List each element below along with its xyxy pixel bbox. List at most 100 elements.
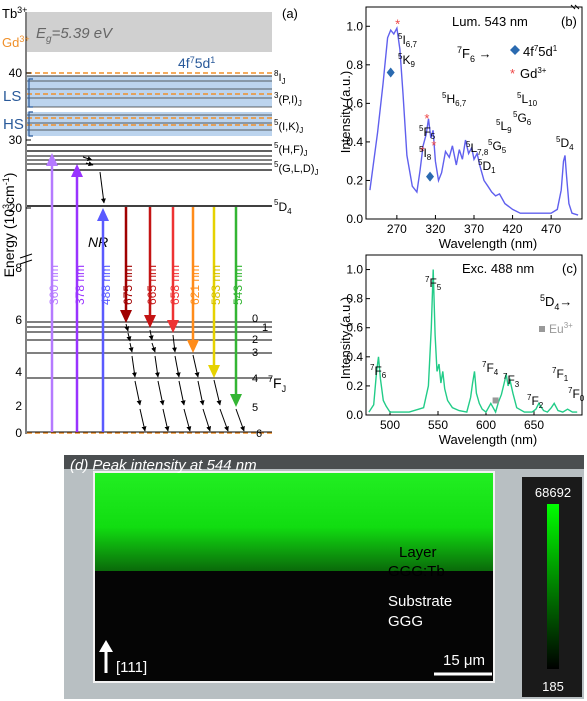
excitation-label-378: 378 nm (73, 265, 87, 305)
peak-label: 5H6,7 (442, 91, 467, 108)
peak-label: 5F5 (419, 124, 436, 141)
ytick-label: 0.4 (346, 135, 363, 149)
peak-label: 7F1 (552, 366, 569, 383)
level-label-5HFJ: 5(H,F)J (274, 141, 308, 158)
panel-a: Eg=5.39 eV Tb3+ Gd3+ (a) 4f75d1 LS HS 40… (1, 5, 319, 440)
peak-label: 5K9 (398, 52, 415, 69)
axis-break-mark (19, 253, 33, 259)
peak-label: 7F6 (370, 363, 387, 380)
panel-b-title: Lum. 543 nm (452, 14, 528, 29)
xtick-label: 600 (476, 418, 496, 432)
excitation-label-488: 488 nm (99, 265, 113, 305)
fj-level-4: 4 (252, 373, 258, 385)
ls-label: LS (3, 88, 21, 105)
level-label-8IJ: 8IJ (274, 69, 286, 86)
colorbar (547, 504, 559, 669)
xtick-label: 550 (428, 418, 448, 432)
fj-level-6: 6 (256, 428, 262, 440)
hs-label: HS (3, 116, 24, 133)
nr-label: NR (88, 234, 108, 250)
peak-label: 5L9 (496, 118, 512, 135)
star-marker: * (420, 144, 425, 159)
emission-label-665: 665 nm (145, 265, 159, 305)
peak-label: 7F4 (482, 360, 499, 377)
panel-b-spectrum-line (369, 25, 579, 216)
peak-label: 7F0 (568, 386, 585, 403)
peak-label: 5I6,7 (398, 32, 417, 49)
legend-star-label: Gd3+ (520, 66, 547, 81)
panel-c-label: (c) (562, 261, 577, 276)
panel-b-peak-labels: 5I6,7 5K9 5H6,7 5F5 5I8 5L7,8 5D1 5L9 5G… (398, 32, 574, 175)
xtick-label: 470 (541, 222, 561, 236)
emission-label-621: 621 nm (188, 265, 202, 305)
panel-c-transition: 5D4→ (540, 293, 572, 312)
fj-level-5: 5 (252, 402, 258, 414)
xtick-label: 320 (425, 222, 445, 236)
colorbar-min: 185 (542, 679, 564, 694)
ion-tb-label: Tb3+ (2, 5, 27, 21)
emission-arrows: 675 nm 665 nm 658 nm 621 nm 583 nm 543 n… (120, 207, 245, 407)
ytick-40: 40 (9, 66, 23, 80)
ytick-label: 0.6 (346, 321, 363, 335)
hs-band (27, 112, 272, 136)
panel-c-title: Exc. 488 nm (462, 261, 534, 276)
panel-c-spectrum-line (368, 269, 578, 414)
emission-label-658: 658 nm (168, 265, 182, 305)
layer-label-1: Layer (399, 544, 437, 561)
substrate-label-2: GGG (388, 613, 423, 630)
xtick-label: 650 (524, 418, 544, 432)
legend-diamond-label: 4f75d1 (523, 44, 558, 59)
star-marker: * (395, 16, 400, 31)
band-4f5d-label: 4f75d1 (178, 55, 215, 71)
fj-manifold-label: 7FJ (268, 374, 286, 394)
ytick-6: 6 (15, 313, 22, 327)
ytick-30: 30 (9, 133, 23, 147)
panel-a-ylabel: Energy (103cm-1) (1, 173, 17, 278)
star-marker: * (431, 138, 436, 153)
square-marker (492, 397, 499, 404)
fj-level-labels: 0 1 2 3 4 5 6 (252, 313, 268, 440)
gap-label: Eg=5.39 eV (36, 25, 114, 45)
ytick-2: 2 (15, 399, 22, 413)
level-label-5D4: 5D4 (274, 198, 292, 216)
panel-b-transition-label: 7F6 → (457, 45, 492, 64)
legend-diamond-icon (510, 45, 520, 55)
diamond-marker (426, 171, 435, 182)
legend-star-icon: * (510, 66, 515, 81)
xtick-label: 420 (503, 222, 523, 236)
level-label-5GLDJ: 5(G,L,D)J (274, 160, 319, 177)
ytick-8: 8 (15, 261, 22, 275)
ytick-label: 0.0 (346, 212, 363, 226)
peak-label: 7F2 (527, 393, 544, 410)
emission-label-675: 675 nm (121, 265, 135, 305)
colorbar-max: 68692 (535, 485, 571, 500)
ytick-label: 0.8 (346, 292, 363, 306)
xtick-label: 500 (380, 418, 400, 432)
ytick-label: 1.0 (346, 19, 363, 33)
ytick-label: 0.2 (346, 173, 363, 187)
excitation-arrows: 360 nm 378 nm 488 nm (46, 153, 113, 432)
peak-label: 7F5 (425, 275, 442, 292)
panel-b: Lum. 543 nm (b) 270 320 370 420 470 0.0 0.2 0.4… (338, 4, 583, 251)
ytick-4: 4 (15, 365, 22, 379)
scalebar-label: 15 μm (443, 652, 485, 669)
relaxation-arrows (124, 323, 245, 432)
panel-b-xlabel: Wavelength (nm) (439, 236, 538, 251)
xtick-label: 270 (387, 222, 407, 236)
level-label-5IKJ: 5(I,K)J (274, 118, 303, 135)
diamond-marker (386, 67, 395, 78)
axis-break-mark (19, 259, 33, 265)
panel-b-label: (b) (561, 14, 577, 29)
band-gap-region (27, 12, 272, 52)
panel-b-ylabel: Intensity (a.u.) (338, 71, 353, 153)
substrate-label-1: Substrate (388, 593, 452, 610)
excitation-label-360: 360 nm (47, 265, 61, 305)
peak-label: 7F3 (503, 372, 520, 389)
ytick-label: 0.0 (346, 408, 363, 422)
legend-eu-label: Eu3+ (549, 321, 573, 336)
peak-label: 5G6 (513, 110, 532, 127)
panel-c-frame (365, 254, 583, 416)
ytick-20: 20 (9, 201, 23, 215)
fj-level-1: 1 (262, 322, 268, 334)
